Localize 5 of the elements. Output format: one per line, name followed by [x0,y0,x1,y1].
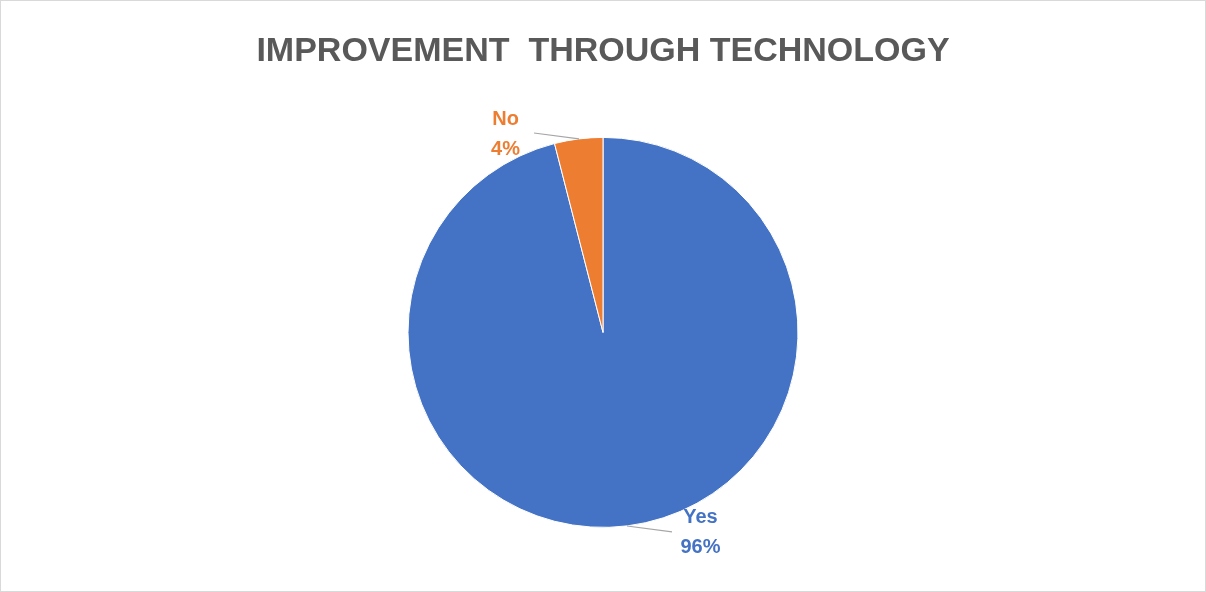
chart-title: IMPROVEMENT THROUGH TECHNOLOGY [256,29,950,68]
data-label: 4% [491,136,521,159]
slice-label: No [492,106,519,129]
slice-label: Yes [683,505,718,528]
data-label: 96% [680,535,721,558]
